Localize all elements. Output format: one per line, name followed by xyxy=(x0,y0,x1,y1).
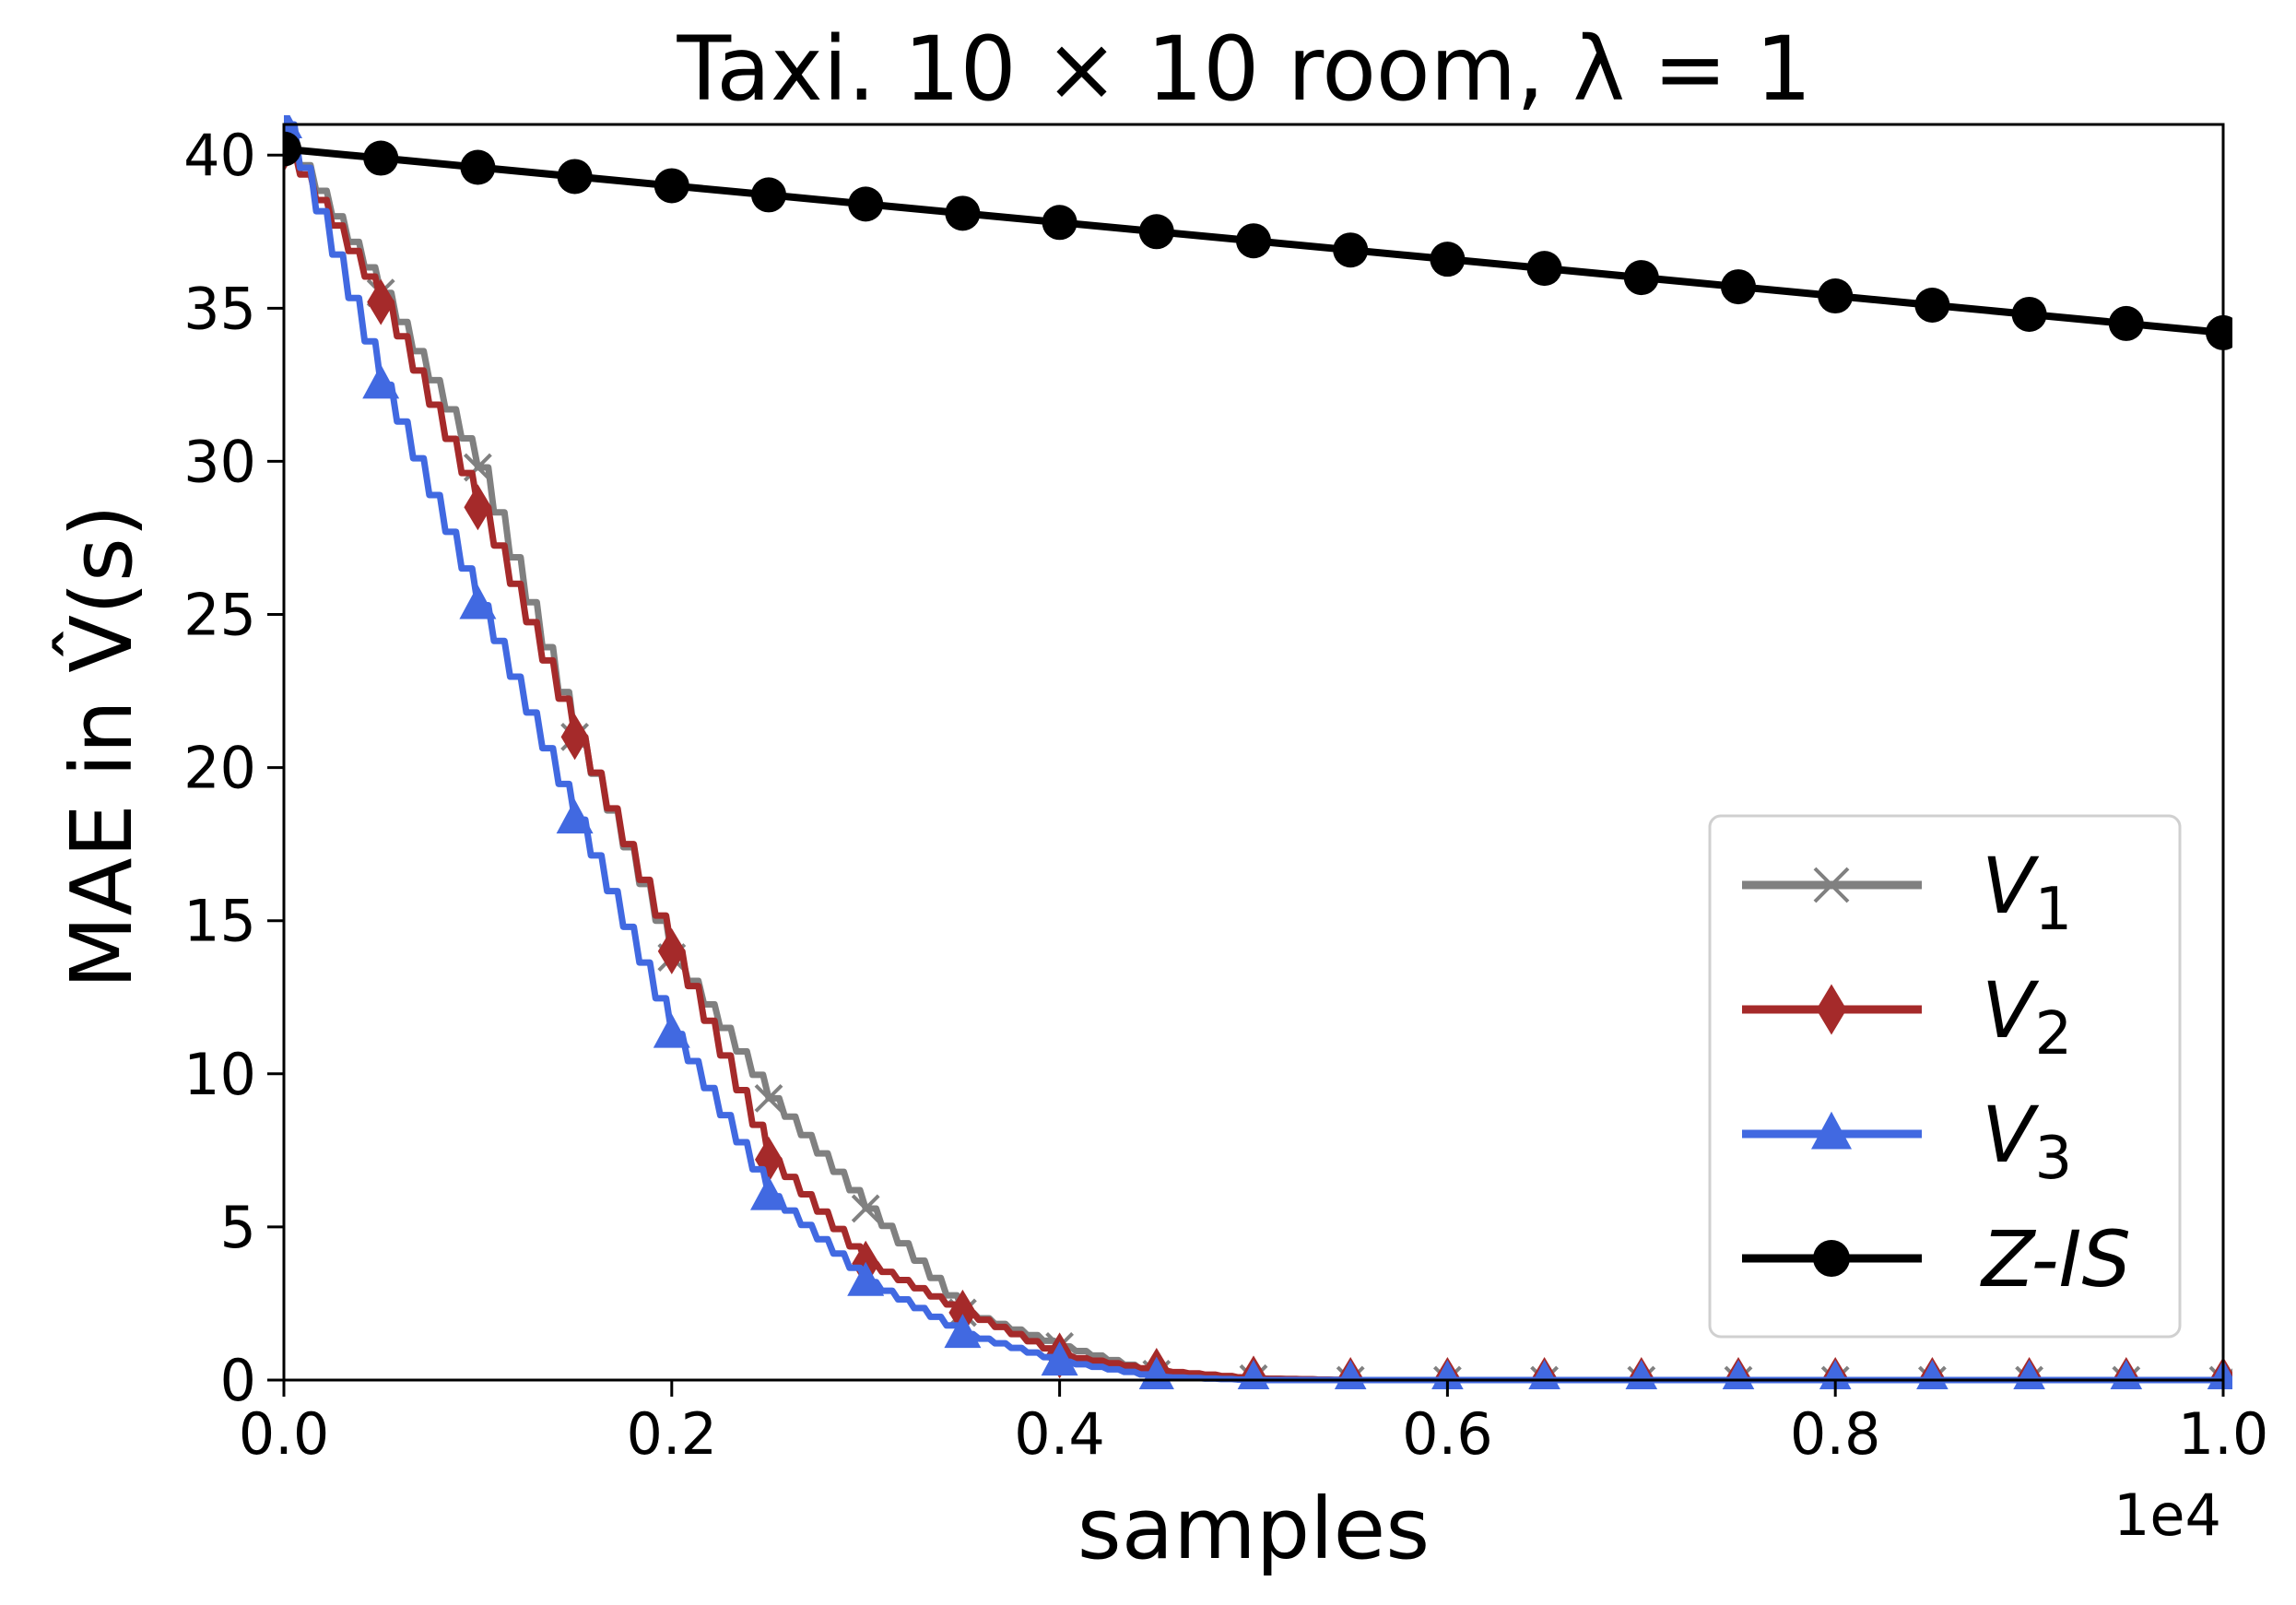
data-point xyxy=(1431,1360,1464,1389)
y-axis: 0 5 10 15 20 25 30 35 40 xyxy=(183,122,284,1414)
legend-label: Z-IS xyxy=(1980,1214,2131,1304)
legend-swatch-marker xyxy=(1816,984,1847,1035)
data-point xyxy=(851,1194,880,1223)
data-point xyxy=(653,168,689,204)
data-point xyxy=(1818,278,1854,314)
data-point xyxy=(1722,1360,1755,1389)
y-tick-label: 40 xyxy=(183,122,256,189)
y-tick-label: 35 xyxy=(183,275,256,342)
plot-frame xyxy=(282,123,2225,1382)
legend-swatch-marker xyxy=(1813,867,1850,903)
data-point xyxy=(944,1314,982,1349)
legend-label-main: Z-IS xyxy=(1980,1214,2131,1304)
legend-swatch-marker xyxy=(1813,1240,1850,1277)
legend-label: V3 xyxy=(1982,1090,2072,1193)
legend-label: V2 xyxy=(1982,965,2072,1068)
data-point xyxy=(1334,1360,1367,1389)
data-point xyxy=(2207,1360,2232,1389)
data-point xyxy=(755,1136,783,1183)
x-axis-label: samples xyxy=(1077,1480,1430,1578)
x-tick-label: 0.6 xyxy=(1402,1400,1493,1468)
data-point xyxy=(460,149,496,185)
data-point xyxy=(464,484,492,531)
data-point xyxy=(284,131,301,167)
x-axis: 0.0 0.2 0.4 0.6 0.8 1.0 xyxy=(239,1380,2269,1468)
legend-label-main: V xyxy=(1982,841,2040,931)
data-point xyxy=(2013,1360,2045,1389)
data-point xyxy=(363,140,399,176)
data-point xyxy=(1721,269,1756,305)
legend-box xyxy=(1708,814,2182,1339)
legend-label-sub: 2 xyxy=(2034,1000,2072,1068)
data-point xyxy=(657,927,686,974)
data-point xyxy=(1041,1341,1078,1376)
data-point xyxy=(751,177,786,213)
y-axis-label: MAE in V̂(s) xyxy=(52,504,151,988)
data-point xyxy=(2108,305,2144,341)
legend-item: V2 xyxy=(1742,965,2072,1068)
y-tick-label: 15 xyxy=(183,888,256,955)
data-point xyxy=(2206,314,2232,350)
data-point xyxy=(2110,1360,2143,1389)
data-point xyxy=(560,714,589,761)
y-tick-label: 20 xyxy=(183,735,256,802)
data-point xyxy=(556,799,594,834)
data-point xyxy=(1333,232,1369,268)
data-point xyxy=(459,584,497,620)
data-point xyxy=(653,1013,690,1048)
legend-label-sub: 1 xyxy=(2034,876,2072,944)
data-point xyxy=(847,1261,885,1296)
data-point xyxy=(1526,251,1562,287)
legend-item: V3 xyxy=(1742,1090,2072,1193)
data-point xyxy=(557,159,593,195)
data-point xyxy=(1625,1360,1658,1389)
legend-label: V1 xyxy=(1982,841,2072,944)
x-tick-label: 0.2 xyxy=(626,1400,717,1468)
x-axis-offset-label: 1e4 xyxy=(2113,1481,2221,1549)
legend-swatch-marker xyxy=(1811,1111,1852,1150)
legend-label-sub: 3 xyxy=(2034,1125,2072,1193)
y-tick-label: 10 xyxy=(183,1041,256,1108)
data-point xyxy=(1528,1360,1560,1389)
y-tick-label: 25 xyxy=(183,582,256,649)
legend-item: V1 xyxy=(1742,841,2072,944)
data-point xyxy=(1916,1360,1949,1389)
data-point xyxy=(1138,214,1174,250)
y-tick-label: 5 xyxy=(220,1194,256,1261)
data-point xyxy=(1236,223,1271,259)
data-point xyxy=(848,186,884,222)
legend-item: Z-IS xyxy=(1742,1214,2131,1304)
data-point xyxy=(750,1175,787,1210)
data-point xyxy=(754,1083,783,1113)
data-point xyxy=(945,195,981,231)
data-point xyxy=(1042,205,1077,241)
data-point xyxy=(362,364,400,399)
data-point xyxy=(2011,296,2047,332)
chart-title: Taxi. 10 × 10 room, λ = 1 xyxy=(676,18,1811,121)
x-tick-label: 1.0 xyxy=(2178,1400,2269,1468)
data-point xyxy=(1623,260,1659,296)
x-tick-label: 0.4 xyxy=(1014,1400,1105,1468)
legend-label-main: V xyxy=(1982,965,2040,1056)
data-point xyxy=(1914,287,1950,323)
data-point xyxy=(367,278,395,325)
data-point xyxy=(1430,242,1466,277)
x-tick-label: 0.8 xyxy=(1790,1400,1881,1468)
y-tick-label: 0 xyxy=(220,1347,256,1414)
x-tick-label: 0.0 xyxy=(239,1400,330,1468)
series-z-is xyxy=(284,131,2232,350)
legend-label-main: V xyxy=(1982,1090,2040,1180)
y-tick-label: 30 xyxy=(183,428,256,495)
data-point xyxy=(1819,1360,1852,1389)
data-point xyxy=(1237,1360,1270,1389)
